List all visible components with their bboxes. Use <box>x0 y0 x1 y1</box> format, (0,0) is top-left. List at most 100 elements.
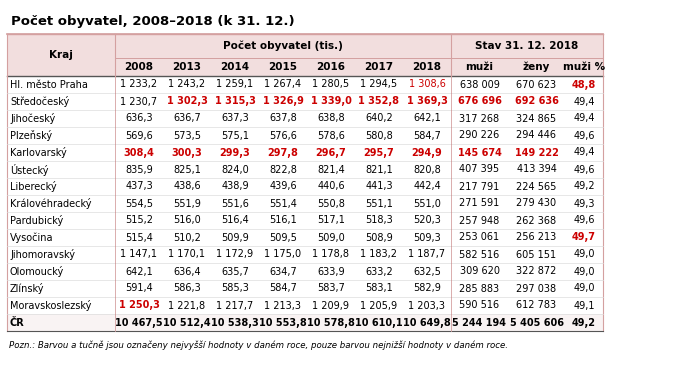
Text: 638 009: 638 009 <box>460 80 499 90</box>
Text: 586,3: 586,3 <box>173 283 201 293</box>
Text: 324 865: 324 865 <box>516 113 557 123</box>
Text: 49,0: 49,0 <box>574 267 594 277</box>
Text: 820,8: 820,8 <box>413 165 441 175</box>
Text: 2018: 2018 <box>412 62 441 72</box>
Text: 1 352,8: 1 352,8 <box>359 97 400 106</box>
Text: 48,8: 48,8 <box>572 80 596 90</box>
Text: 437,3: 437,3 <box>125 182 153 192</box>
Text: 636,7: 636,7 <box>173 113 201 123</box>
Text: 299,3: 299,3 <box>220 147 250 157</box>
Text: 2016: 2016 <box>317 62 346 72</box>
Text: 297 038: 297 038 <box>516 283 557 293</box>
Bar <box>7 127 603 144</box>
Text: 573,5: 573,5 <box>173 131 201 141</box>
Text: 554,5: 554,5 <box>125 198 153 208</box>
Text: 638,8: 638,8 <box>317 113 345 123</box>
Text: 518,3: 518,3 <box>365 216 393 226</box>
Text: 1 250,3: 1 250,3 <box>119 301 160 311</box>
Text: 1 233,2: 1 233,2 <box>121 80 158 90</box>
Text: 1 221,8: 1 221,8 <box>168 301 206 311</box>
Text: Karlovarský: Karlovarský <box>10 147 67 158</box>
Bar <box>7 212 603 229</box>
Text: 10 553,8: 10 553,8 <box>259 318 307 327</box>
Text: 1 205,9: 1 205,9 <box>361 301 398 311</box>
Text: 509,0: 509,0 <box>317 232 345 242</box>
Text: 582,9: 582,9 <box>413 283 441 293</box>
Text: 551,6: 551,6 <box>221 198 249 208</box>
Text: 1 178,8: 1 178,8 <box>313 249 350 260</box>
Text: 509,5: 509,5 <box>269 232 297 242</box>
Text: 438,6: 438,6 <box>173 182 201 192</box>
Text: 2015: 2015 <box>268 62 297 72</box>
Text: 49,0: 49,0 <box>574 249 594 260</box>
Text: 633,2: 633,2 <box>365 267 393 277</box>
Text: 551,4: 551,4 <box>269 198 297 208</box>
Text: 322 872: 322 872 <box>516 267 557 277</box>
Text: 10 512,4: 10 512,4 <box>163 318 211 327</box>
Text: 569,6: 569,6 <box>125 131 153 141</box>
Text: Zlínský: Zlínský <box>10 283 44 294</box>
Text: 1 175,0: 1 175,0 <box>264 249 301 260</box>
Text: 256 213: 256 213 <box>516 232 557 242</box>
Text: 1 315,3: 1 315,3 <box>214 97 255 106</box>
Text: 580,8: 580,8 <box>365 131 393 141</box>
Text: 584,7: 584,7 <box>413 131 441 141</box>
Text: 636,4: 636,4 <box>173 267 201 277</box>
Text: Pozn.: Barvou a tučně jsou označeny nejvyšší hodnoty v daném roce, pouze barvou : Pozn.: Barvou a tučně jsou označeny nejv… <box>9 340 508 350</box>
Text: 551,0: 551,0 <box>413 198 441 208</box>
Text: 49,6: 49,6 <box>574 131 594 141</box>
Text: 821,4: 821,4 <box>317 165 345 175</box>
Text: 824,0: 824,0 <box>221 165 249 175</box>
Text: 1 308,6: 1 308,6 <box>408 80 446 90</box>
Text: 612 783: 612 783 <box>516 301 557 311</box>
Text: 257 948: 257 948 <box>460 216 499 226</box>
Text: Jihomoravský: Jihomoravský <box>10 249 75 260</box>
Text: 10 610,1: 10 610,1 <box>355 318 403 327</box>
Text: 642,1: 642,1 <box>125 267 153 277</box>
Text: 295,7: 295,7 <box>364 147 394 157</box>
Text: 1 326,9: 1 326,9 <box>263 97 303 106</box>
Text: 1 209,9: 1 209,9 <box>313 301 350 311</box>
Text: 516,0: 516,0 <box>173 216 201 226</box>
Text: 49,4: 49,4 <box>574 147 594 157</box>
Text: 590 516: 590 516 <box>460 301 499 311</box>
Text: 822,8: 822,8 <box>269 165 297 175</box>
Bar <box>7 263 603 280</box>
Text: 279 430: 279 430 <box>516 198 557 208</box>
Text: 1 259,1: 1 259,1 <box>216 80 253 90</box>
Text: Královéhradecký: Královéhradecký <box>10 198 92 209</box>
Text: 509,3: 509,3 <box>413 232 441 242</box>
Text: 576,6: 576,6 <box>269 131 297 141</box>
Text: 49,7: 49,7 <box>572 232 596 242</box>
Text: 636,3: 636,3 <box>125 113 153 123</box>
Text: 637,3: 637,3 <box>221 113 249 123</box>
Text: 509,9: 509,9 <box>221 232 249 242</box>
Text: 583,1: 583,1 <box>365 283 393 293</box>
Text: 1 369,3: 1 369,3 <box>406 97 448 106</box>
Text: 1 147,1: 1 147,1 <box>121 249 158 260</box>
Text: 317 268: 317 268 <box>460 113 499 123</box>
Text: 271 591: 271 591 <box>460 198 499 208</box>
Text: 575,1: 575,1 <box>221 131 249 141</box>
Text: 224 565: 224 565 <box>516 182 557 192</box>
Text: 670 623: 670 623 <box>516 80 557 90</box>
Text: Hl. město Praha: Hl. město Praha <box>10 80 88 90</box>
Text: 1 203,3: 1 203,3 <box>408 301 446 311</box>
Text: 550,8: 550,8 <box>317 198 345 208</box>
Text: 585,3: 585,3 <box>221 283 249 293</box>
Bar <box>7 195 603 212</box>
Text: 1 230,7: 1 230,7 <box>121 97 158 106</box>
Text: 1 170,1: 1 170,1 <box>168 249 206 260</box>
Text: 516,4: 516,4 <box>221 216 249 226</box>
Text: 2014: 2014 <box>220 62 249 72</box>
Text: 1 187,7: 1 187,7 <box>408 249 446 260</box>
Text: 285 883: 285 883 <box>460 283 499 293</box>
Text: 633,9: 633,9 <box>317 267 345 277</box>
Text: 49,4: 49,4 <box>574 97 594 106</box>
Text: 2013: 2013 <box>173 62 202 72</box>
Text: 49,4: 49,4 <box>574 113 594 123</box>
Text: 10 578,8: 10 578,8 <box>307 318 355 327</box>
Text: 294,9: 294,9 <box>412 147 442 157</box>
Text: 634,7: 634,7 <box>269 267 297 277</box>
Text: 692 636: 692 636 <box>514 97 559 106</box>
